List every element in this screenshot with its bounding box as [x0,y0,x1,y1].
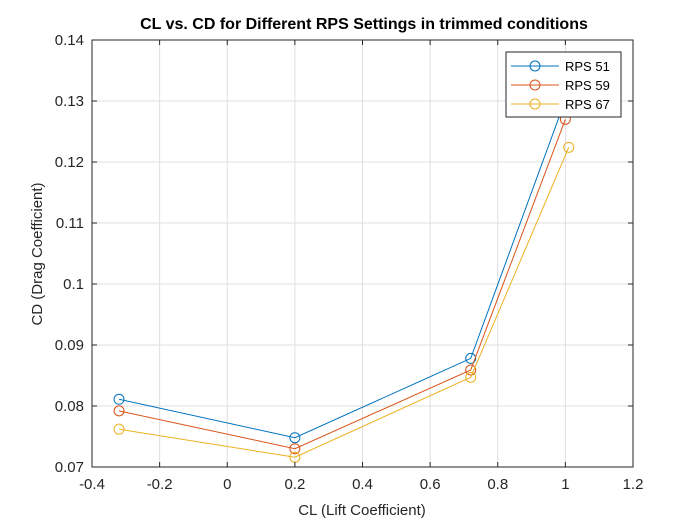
legend-marker [529,98,541,110]
y-tick-label: 0.11 [56,215,84,232]
x-tick-label: 1 [561,476,569,493]
y-tick-label: 0.14 [55,32,84,49]
series-group [113,141,575,463]
data-point [113,423,125,435]
y-tick-label: 0.1 [63,276,84,293]
x-tick-label: -0.2 [147,476,173,493]
data-point [113,405,125,417]
data-point [289,443,301,455]
x-tick-label: 0.8 [487,476,508,493]
legend-label: RPS 59 [565,78,610,93]
legend-label: RPS 51 [565,59,610,74]
legend: RPS 51 RPS 59 RPS 67 [505,51,622,118]
data-point [289,432,301,444]
series-line [118,99,566,439]
legend-marker [529,60,541,72]
chart-title: CL vs. CD for Different RPS Settings in … [140,16,588,33]
x-tick-label: 0.6 [420,476,441,493]
y-tick-label: 0.12 [55,154,84,171]
legend-marker [529,79,541,91]
x-tick-label: -0.4 [79,476,105,493]
x-axis-title: CL (Lift Coefficient) [298,502,426,519]
data-point [563,141,575,153]
data-point [113,393,125,405]
series-line [118,147,570,458]
y-tick-label: 0.07 [55,459,84,476]
data-point [465,364,477,376]
legend-label: RPS 67 [565,97,610,112]
x-tick-label: 1.2 [623,476,644,493]
data-point [465,371,477,383]
series-group [113,113,571,455]
series-layer [113,94,575,463]
y-tick-label: 0.09 [55,337,84,354]
y-tick-label: 0.08 [55,398,84,415]
y-axis-title: CD (Drag Coefficient) [29,182,46,325]
series-line [118,119,566,450]
axes-layer: -0.4 -0.2 0 0.2 0.4 0.6 0.8 1 1.2 0.07 0.08 0.09 0.1… [55,32,644,493]
data-point [465,352,477,364]
x-tick-label: 0.2 [284,476,305,493]
x-tick-label: 0 [223,476,231,493]
series-group [113,94,571,444]
y-tick-label: 0.13 [55,93,84,110]
x-tick-label: 0.4 [352,476,373,493]
